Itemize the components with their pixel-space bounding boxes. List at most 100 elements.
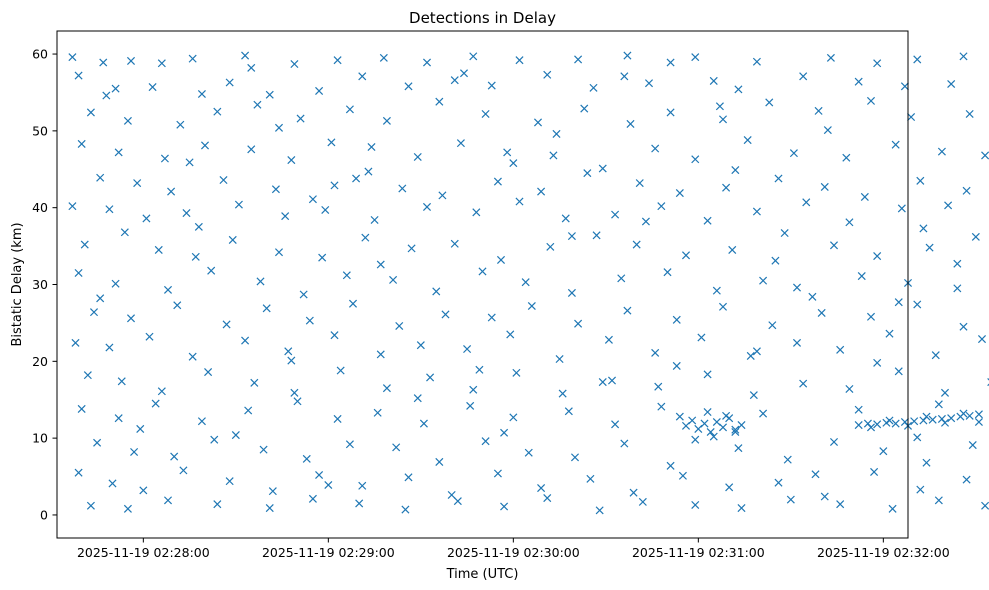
data-point: [123, 116, 132, 125]
data-point: [167, 187, 176, 196]
data-point: [789, 149, 798, 158]
data-point: [413, 152, 422, 162]
data-point: [953, 284, 962, 293]
data-point: [792, 283, 802, 292]
data-point: [157, 387, 166, 396]
data-point: [709, 76, 718, 85]
data-point: [74, 71, 83, 80]
data-point: [93, 438, 102, 447]
data-point: [820, 182, 829, 191]
data-point: [598, 378, 607, 387]
data-point: [105, 205, 114, 214]
y-tick-label: 60: [32, 47, 48, 62]
x-tick-label: 2025-11-19 02:29:00: [262, 545, 395, 560]
data-point: [854, 421, 863, 430]
x-axis-label: Time (UTC): [446, 567, 519, 582]
data-point: [564, 407, 573, 416]
data-point: [287, 156, 296, 165]
data-point: [315, 86, 324, 95]
data-point: [691, 500, 700, 509]
data-point: [308, 195, 317, 204]
data-point: [120, 228, 129, 237]
data-point: [931, 351, 940, 360]
data-point: [607, 376, 617, 385]
data-point: [629, 488, 638, 497]
data-point: [959, 52, 968, 61]
data-point: [487, 313, 496, 322]
data-point: [456, 139, 465, 148]
data-point: [891, 140, 900, 149]
data-point: [937, 147, 946, 156]
data-point: [80, 240, 89, 249]
data-point: [533, 118, 543, 127]
data-point: [136, 424, 145, 433]
data-point: [718, 423, 728, 432]
data-point: [873, 252, 882, 261]
data-point: [395, 321, 404, 331]
data-point: [324, 480, 333, 490]
data-point: [179, 466, 188, 475]
data-point: [315, 470, 324, 480]
y-tick-label: 20: [32, 354, 48, 369]
data-point: [759, 409, 768, 418]
data-point: [234, 200, 243, 209]
data-point: [503, 148, 512, 157]
data-point: [712, 286, 721, 295]
data-point: [114, 148, 123, 157]
data-point: [981, 501, 989, 510]
data-point: [965, 411, 974, 420]
data-point: [96, 173, 105, 182]
data-point: [570, 453, 580, 462]
data-point: [592, 231, 601, 240]
data-point: [191, 252, 200, 261]
data-point: [651, 144, 660, 153]
data-point: [922, 412, 931, 421]
data-point: [623, 306, 632, 315]
data-point: [204, 368, 213, 377]
data-point: [493, 469, 502, 478]
data-point: [330, 331, 339, 340]
data-point: [722, 411, 731, 420]
data-point: [808, 292, 817, 301]
data-point: [256, 277, 265, 286]
data-point: [718, 302, 728, 311]
data-point: [422, 58, 432, 67]
data-point: [379, 53, 388, 62]
data-point: [114, 414, 123, 423]
data-point: [802, 198, 811, 207]
data-point: [404, 82, 413, 91]
data-point: [537, 484, 546, 493]
data-point: [296, 114, 305, 123]
data-point: [632, 240, 641, 249]
data-point: [786, 495, 795, 504]
data-point: [185, 158, 194, 167]
x-axis-ticks: 2025-11-19 02:28:00 2025-11-19 02:29:00 20…: [77, 538, 950, 560]
data-point: [888, 504, 897, 513]
data-point: [743, 136, 752, 145]
data-point: [617, 274, 626, 283]
data-point: [866, 96, 876, 105]
data-point: [959, 409, 968, 418]
data-point: [197, 89, 206, 99]
data-point: [160, 154, 169, 163]
data-point: [845, 218, 854, 227]
data-point: [361, 233, 370, 242]
data-point: [700, 419, 709, 428]
data-point: [731, 166, 740, 175]
data-point: [472, 208, 481, 217]
data-point: [620, 72, 629, 81]
data-point: [919, 224, 928, 233]
data-point: [308, 494, 317, 503]
data-point: [197, 417, 206, 426]
data-point: [182, 209, 191, 218]
data-point: [404, 473, 413, 482]
data-point: [626, 119, 635, 128]
y-tick-label: 30: [32, 277, 48, 292]
data-point: [466, 401, 475, 410]
data-point: [126, 314, 136, 323]
data-point: [934, 496, 943, 505]
data-point: [574, 319, 583, 328]
data-point: [657, 202, 666, 211]
data-point: [725, 483, 734, 492]
